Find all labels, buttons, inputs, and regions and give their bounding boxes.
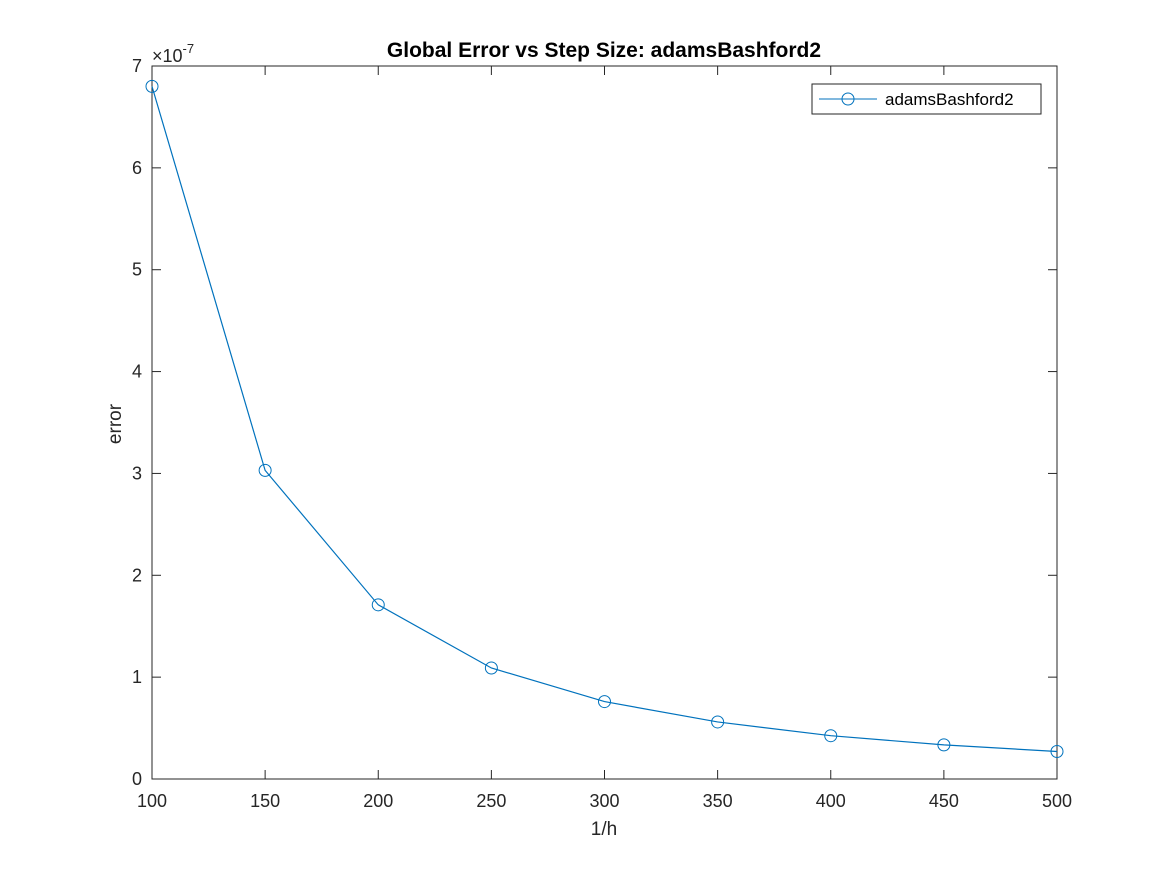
y-tick-label: 2 <box>132 565 142 585</box>
x-tick-label: 450 <box>929 791 959 811</box>
x-tick-label: 350 <box>703 791 733 811</box>
y-tick-label: 4 <box>132 362 142 382</box>
data-point <box>937 738 951 752</box>
x-axis-ticks: 100 150 200 250 300 350 400 450 500 <box>137 66 1072 811</box>
series-layer <box>145 79 1064 758</box>
x-tick-label: 400 <box>816 791 846 811</box>
y-tick-label: 1 <box>132 667 142 687</box>
y-exponent-label: ×10-7 <box>152 41 194 66</box>
y-tick-label: 0 <box>132 769 142 789</box>
series-line <box>151 86 1058 753</box>
legend-entry-label: adamsBashford2 <box>885 90 1014 109</box>
x-tick-label: 250 <box>476 791 506 811</box>
data-point <box>145 79 159 93</box>
legend: adamsBashford2 <box>811 83 1042 115</box>
data-point <box>711 715 725 729</box>
chart-title: Global Error vs Step Size: adamsBashford… <box>387 39 821 62</box>
legend-marker-swatch <box>841 92 855 106</box>
y-axis-label: error <box>105 403 126 444</box>
y-tick-label: 3 <box>132 463 142 483</box>
y-exponent-power: -7 <box>183 41 195 56</box>
plot-area <box>151 65 1058 780</box>
x-tick-label: 300 <box>589 791 619 811</box>
data-point <box>1050 744 1064 758</box>
y-tick-label: 5 <box>132 260 142 280</box>
x-tick-label: 150 <box>250 791 280 811</box>
y-exponent-base: ×10 <box>152 46 183 66</box>
x-axis-label: 1/h <box>591 819 617 840</box>
y-axis-ticks: 0 1 2 3 4 5 6 7 <box>132 56 1057 789</box>
data-point <box>258 463 272 477</box>
y-tick-label: 7 <box>132 56 142 76</box>
y-tick-label: 6 <box>132 158 142 178</box>
plot-frame <box>151 65 1058 780</box>
x-tick-label: 100 <box>137 791 167 811</box>
data-point <box>824 729 838 743</box>
data-point <box>484 661 498 675</box>
x-tick-label: 500 <box>1042 791 1072 811</box>
data-point <box>598 695 611 709</box>
data-point <box>371 598 385 612</box>
x-tick-label: 200 <box>363 791 393 811</box>
